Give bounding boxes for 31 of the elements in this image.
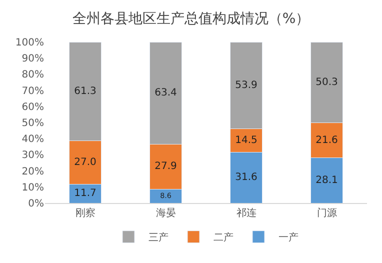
y-tick-label: 20% <box>22 166 44 178</box>
x-tick-label: 祁连 <box>236 207 256 219</box>
legend-label: 三产 <box>148 232 168 244</box>
data-label: 61.3 <box>74 86 96 97</box>
data-label: 50.3 <box>316 76 338 88</box>
y-tick-label: 90% <box>22 54 44 65</box>
legend-label: 二产 <box>214 232 234 244</box>
y-tick-label: 60% <box>22 102 44 113</box>
data-label: 27.9 <box>154 161 177 172</box>
data-label: 27.0 <box>74 156 96 168</box>
data-label: 11.7 <box>74 188 96 200</box>
legend-label: 一产 <box>278 232 298 244</box>
data-label: 14.5 <box>235 134 258 146</box>
y-tick-label: 50% <box>22 118 44 129</box>
y-tick-label: 40% <box>22 134 44 146</box>
data-label: 28.1 <box>316 174 338 186</box>
x-tick-label: 门源 <box>316 207 337 219</box>
y-tick-label: 100% <box>15 38 44 48</box>
data-label: 31.6 <box>235 172 258 184</box>
x-tick-label: 海晏 <box>156 207 176 219</box>
data-label: 8.6 <box>160 190 172 200</box>
y-tick-label: 70% <box>22 86 44 97</box>
y-tick-label: 0% <box>28 198 44 210</box>
x-tick-label: 刚察 <box>75 207 96 219</box>
y-tick-label: 10% <box>22 182 44 194</box>
chart-title: 全州各县地区生产总值构成情况（%） <box>72 10 310 27</box>
y-tick-label: 30% <box>22 150 44 162</box>
data-label: 21.6 <box>316 134 338 146</box>
y-tick-label: 80% <box>22 70 44 81</box>
data-label: 53.9 <box>235 80 258 91</box>
data-label: 63.4 <box>154 88 177 99</box>
